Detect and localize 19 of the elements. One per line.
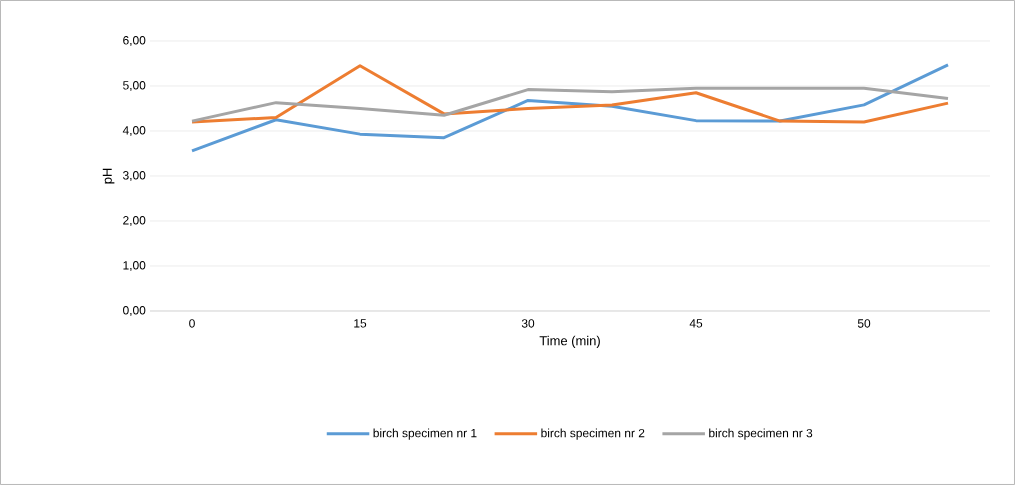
- legend-label: birch specimen nr 1: [373, 428, 477, 440]
- x-tick-label: 15: [354, 319, 367, 328]
- x-axis-title: Time (min): [539, 335, 600, 348]
- y-tick-label: 2,00: [123, 216, 146, 226]
- y-tick-label: 6,00: [123, 36, 146, 46]
- y-tick-label: 5,00: [123, 81, 146, 91]
- y-tick-label: 0,00: [123, 306, 146, 316]
- x-tick-label: 0: [189, 319, 195, 328]
- x-tick-label: 45: [689, 319, 703, 328]
- y-axis-title: pH: [102, 168, 115, 184]
- x-tick-label: 30: [521, 319, 535, 328]
- legend-label: birch specimen nr 3: [709, 428, 813, 440]
- legend-label: birch specimen nr 2: [541, 428, 645, 440]
- y-tick-label: 3,00: [123, 171, 146, 181]
- line-series: [190, 64, 950, 124]
- y-tick-label: 4,00: [122, 126, 146, 136]
- line-series: [190, 63, 950, 153]
- x-tick-label: 50: [857, 319, 871, 328]
- y-tick-label: 1,00: [123, 261, 146, 271]
